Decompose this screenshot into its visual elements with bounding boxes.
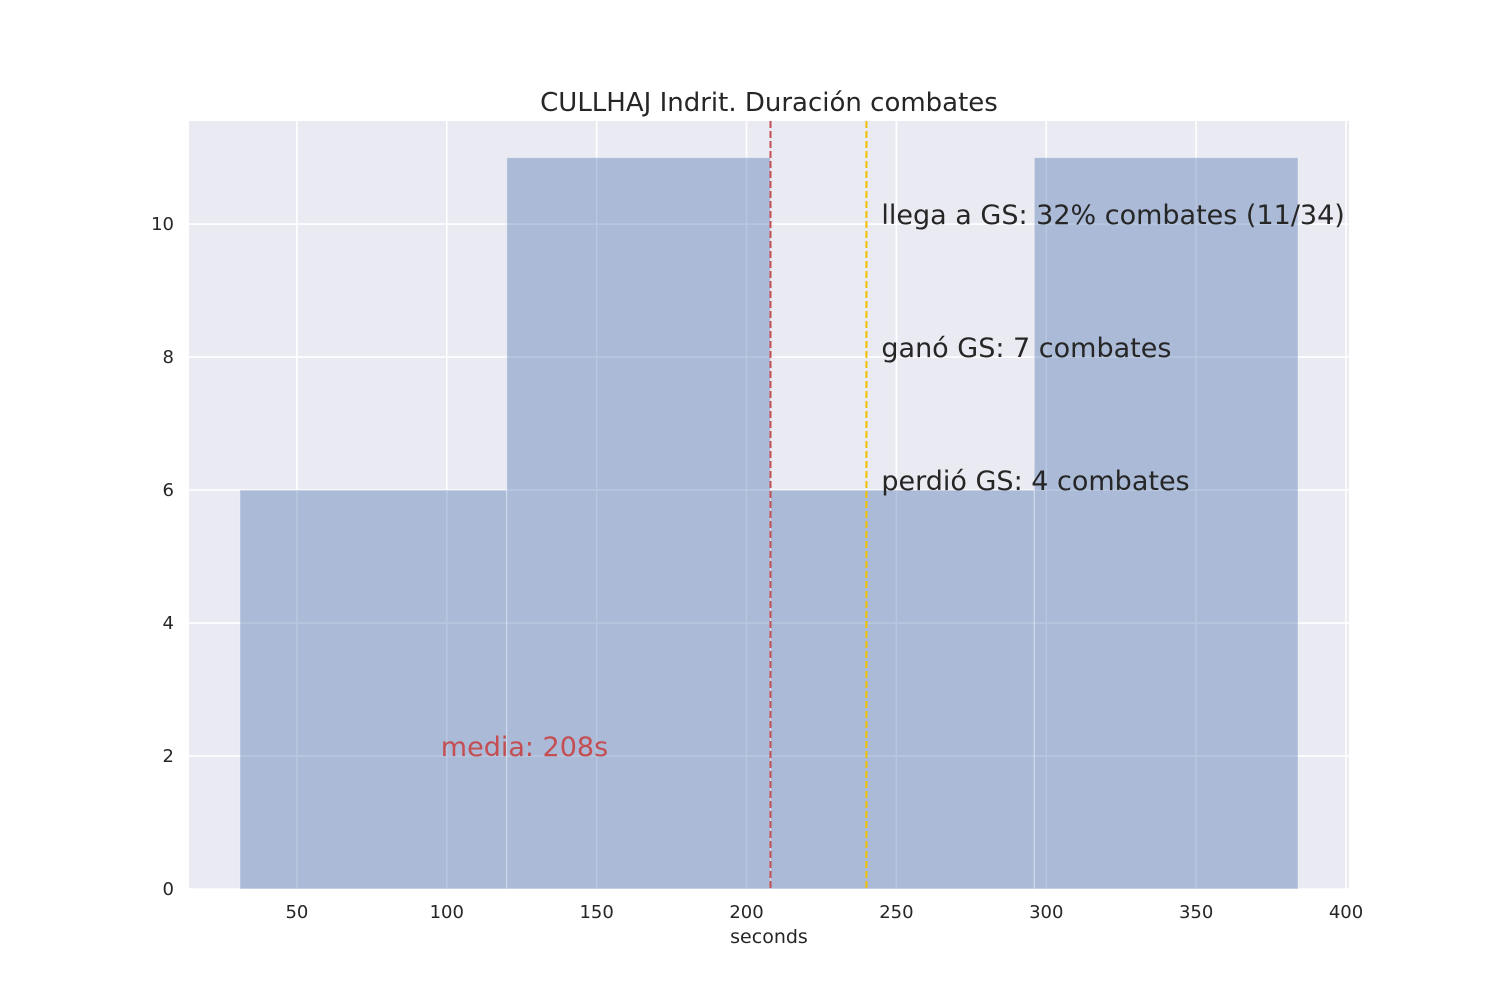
annotations: llega a GS: 32% combates (11/34) ganó GS:…	[441, 200, 1345, 763]
gs-annotation: llega a GS: 32% combates (11/34)	[881, 200, 1344, 231]
x-axis-label: seconds	[730, 926, 808, 948]
x-tick-label: 300	[1029, 902, 1063, 923]
y-tick-labels: 0 2 4 6 8 10	[151, 214, 174, 900]
x-tick-label: 200	[729, 902, 763, 923]
x-tick-label: 350	[1179, 902, 1213, 923]
y-tick-label: 4	[163, 613, 174, 634]
histogram-bar	[239, 489, 508, 890]
chart-title: CULLHAJ Indrit. Duración combates	[540, 88, 998, 118]
gs-annotation: perdió GS: 4 combates	[881, 466, 1189, 497]
grid-lines	[189, 121, 1349, 890]
gs-annotation: ganó GS: 7 combates	[881, 333, 1171, 364]
histogram-bar	[769, 489, 1035, 890]
mean-label: media: 208s	[441, 732, 608, 763]
y-tick-label: 2	[163, 746, 174, 767]
y-tick-label: 8	[163, 347, 174, 368]
plot-background	[189, 121, 1349, 889]
x-tick-label: 250	[879, 902, 913, 923]
x-tick-label: 400	[1329, 902, 1363, 923]
x-tick-labels: 50 100 150 200 250 300 350 400	[285, 902, 1363, 923]
histogram-bar	[506, 157, 771, 890]
y-tick-label: 0	[163, 879, 174, 900]
y-tick-label: 10	[151, 214, 174, 235]
y-tick-label: 6	[163, 480, 174, 501]
histogram-bars	[239, 157, 1299, 890]
x-tick-label: 100	[430, 902, 464, 923]
reference-lines	[769, 121, 868, 889]
x-tick-label: 150	[579, 902, 613, 923]
x-tick-label: 50	[285, 902, 308, 923]
histogram-bar	[1033, 157, 1299, 890]
